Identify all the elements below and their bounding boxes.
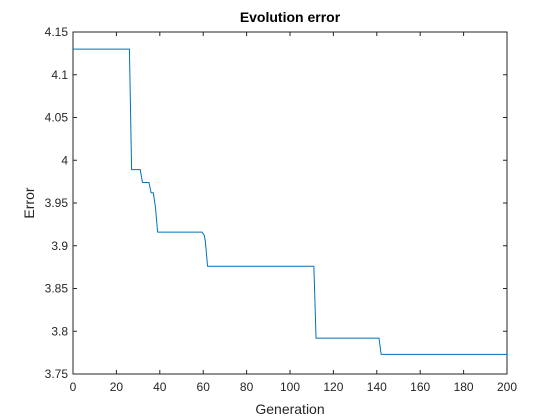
x-tick-label: 60 — [197, 380, 211, 394]
x-tick-label: 160 — [410, 380, 430, 394]
y-tick-label: 3.85 — [45, 282, 69, 296]
x-tick-label: 180 — [454, 380, 474, 394]
y-tick-label: 4.1 — [51, 68, 68, 82]
error-line — [73, 48, 507, 355]
y-axis-label: Error — [21, 187, 37, 218]
plot-area — [72, 31, 508, 375]
chart-title: Evolution error — [240, 9, 341, 25]
axis-ticks: 0 20 40 60 80 100 120 140 160 180 200 3.75 3.8 3.85 3.… — [45, 25, 518, 394]
x-axis-label: Generation — [255, 401, 324, 417]
y-tick-label: 3.75 — [45, 367, 69, 381]
x-tick-label: 200 — [497, 380, 517, 394]
y-tick-label: 3.8 — [51, 324, 68, 338]
x-tick-label: 140 — [367, 380, 387, 394]
x-tick-label: 0 — [70, 380, 77, 394]
x-tick-label: 80 — [240, 380, 254, 394]
y-tick-label: 4 — [61, 153, 68, 167]
x-tick-label: 20 — [110, 380, 124, 394]
x-tick-label: 100 — [280, 380, 300, 394]
y-tick-label: 4.05 — [45, 111, 69, 125]
x-tick-label: 120 — [323, 380, 343, 394]
data-series — [73, 48, 507, 355]
y-tick-label: 4.15 — [45, 25, 69, 39]
y-tick-label: 3.9 — [51, 239, 68, 253]
y-tick-label: 3.95 — [45, 196, 69, 210]
x-tick-label: 40 — [153, 380, 167, 394]
